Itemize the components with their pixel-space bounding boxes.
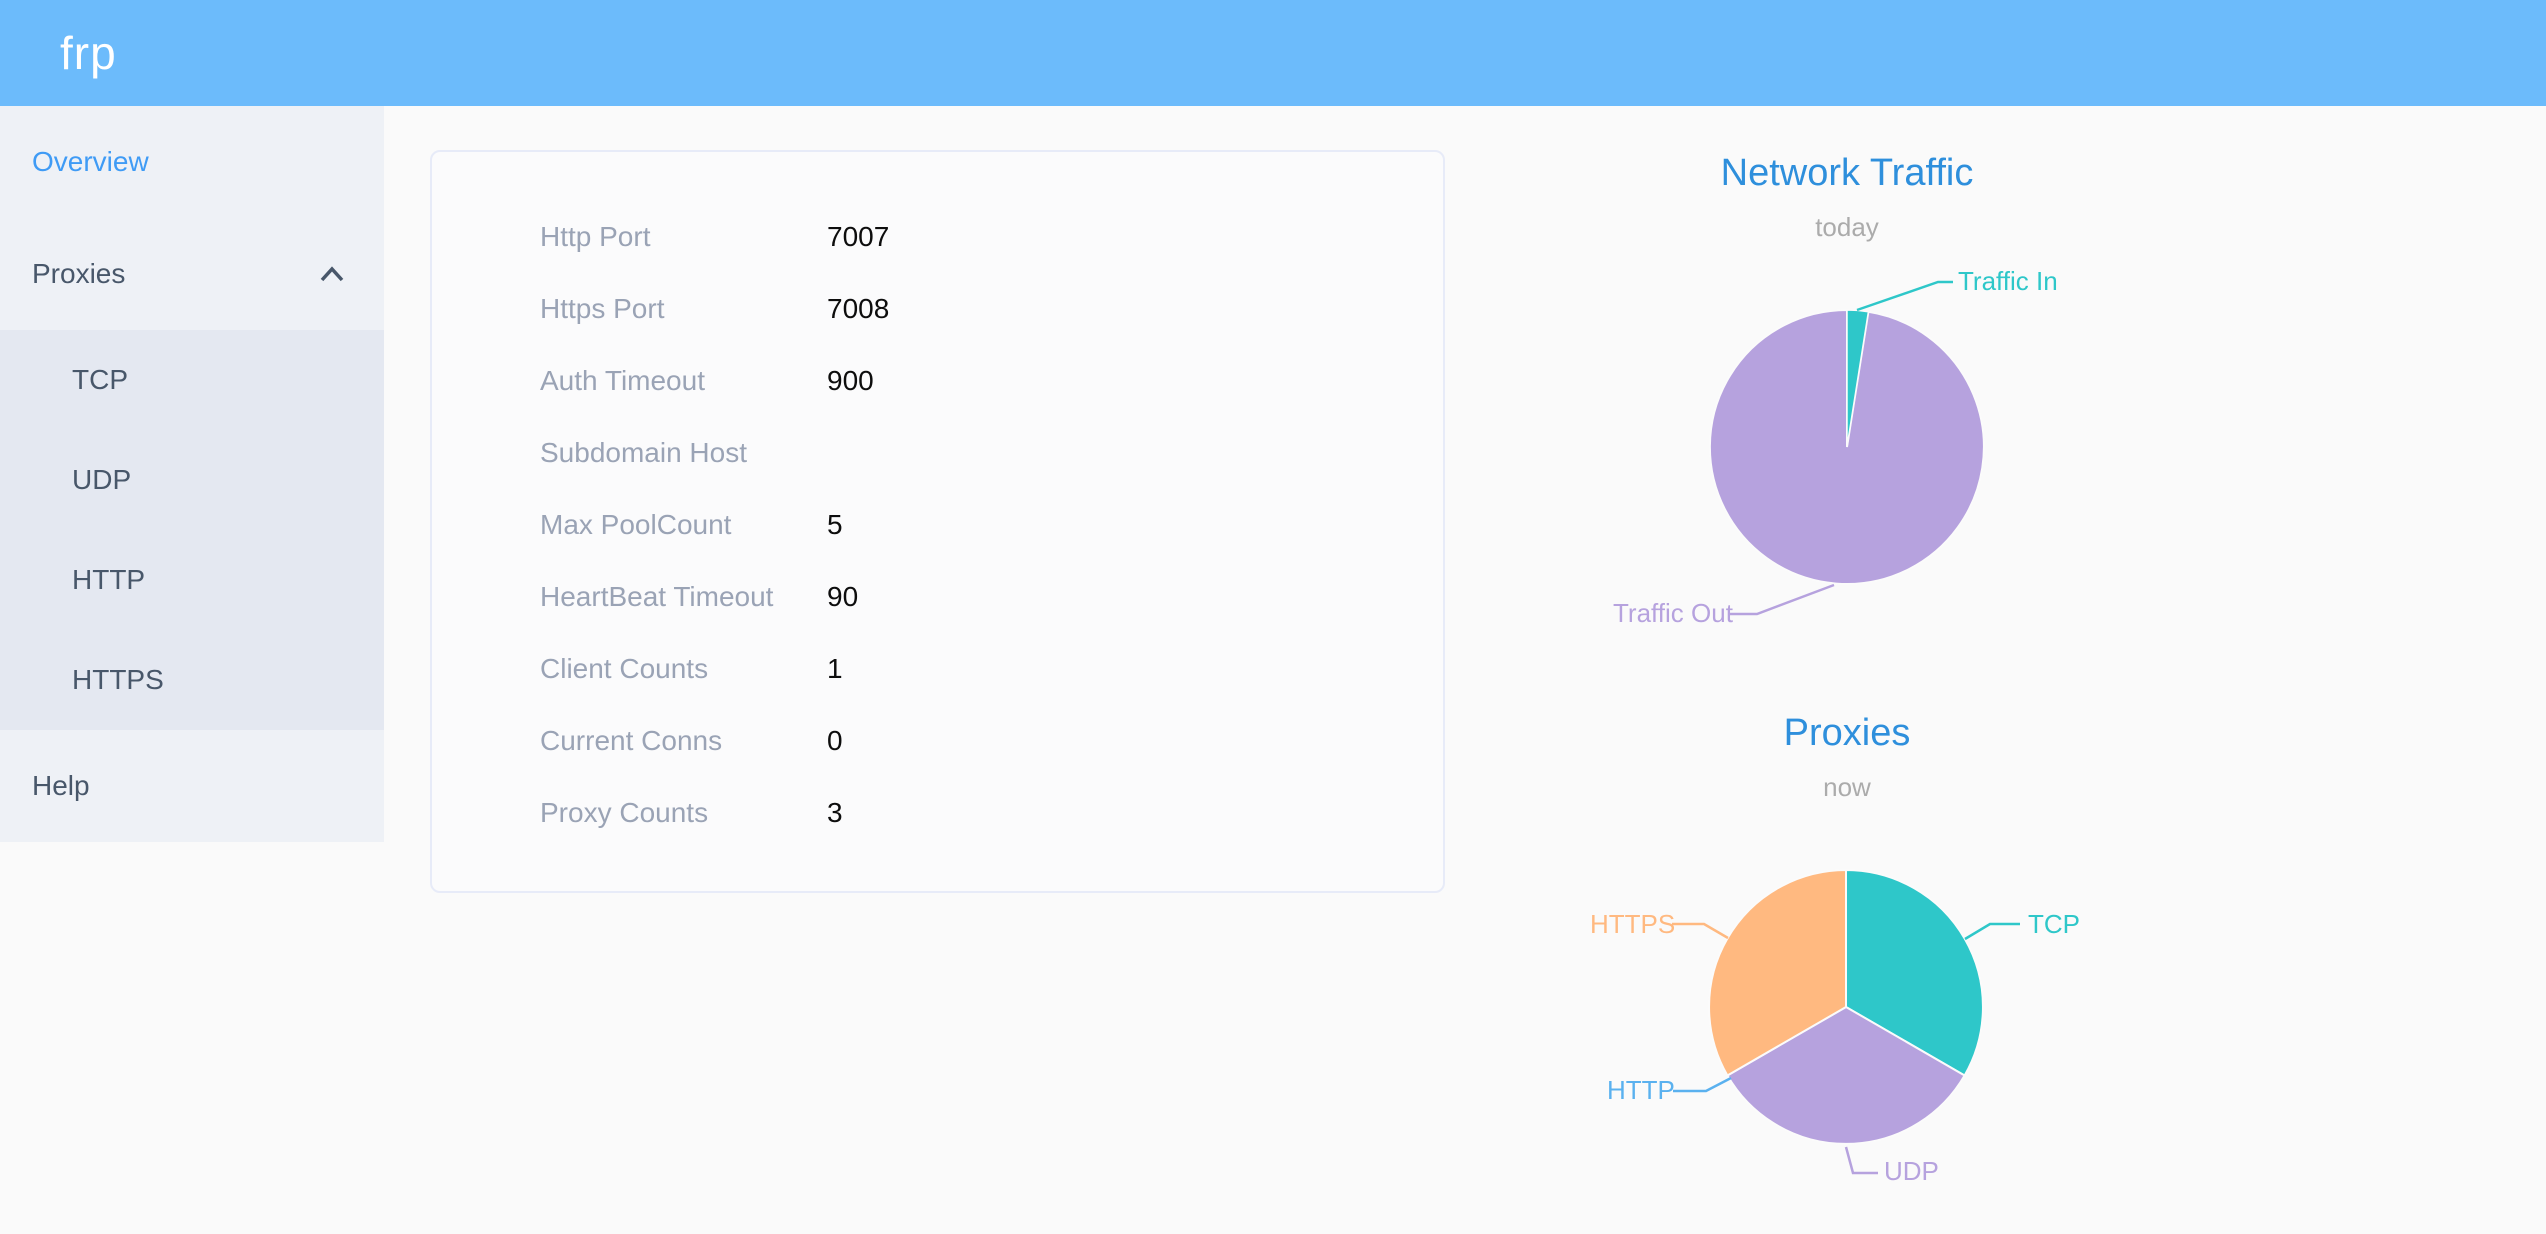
- chevron-up-icon: [320, 218, 344, 330]
- sidebar-item-http[interactable]: HTTP: [0, 530, 384, 630]
- sidebar-item-https-label: HTTPS: [72, 664, 164, 695]
- tcp-label: TCP: [2028, 909, 2080, 939]
- traffic-in-connector: [1856, 280, 1953, 312]
- sidebar-item-tcp-label: TCP: [72, 364, 128, 395]
- proxies-chart-title: Proxies: [1783, 712, 1911, 754]
- table-row: Client Counts 1: [432, 633, 1443, 705]
- row-value: 900: [827, 365, 874, 396]
- table-row: Proxy Counts 3: [432, 777, 1443, 849]
- tcp-connector: [1964, 922, 2020, 941]
- sidebar-item-overview[interactable]: Overview: [0, 106, 384, 218]
- table-row: Auth Timeout 900: [432, 345, 1443, 417]
- row-label: Proxy Counts: [540, 797, 709, 828]
- row-label: Client Counts: [540, 653, 709, 684]
- row-value: 90: [827, 581, 859, 612]
- row-value: 5: [827, 509, 843, 540]
- sidebar-item-udp[interactable]: UDP: [0, 430, 384, 530]
- udp-slice[interactable]: [1726, 1005, 1966, 1145]
- sidebar-item-overview-label: Overview: [32, 146, 149, 177]
- udp-label: UDP: [1884, 1156, 1939, 1186]
- server-info-rows: Http Port 7007 Https Port 7008 Auth Time…: [432, 201, 1443, 849]
- row-label: Current Conns: [540, 725, 723, 756]
- row-value: 0: [827, 725, 843, 756]
- sidebar-item-proxies-label: Proxies: [32, 258, 126, 289]
- table-row: Max PoolCount 5: [432, 489, 1443, 561]
- sidebar-item-proxies[interactable]: Proxies: [0, 218, 384, 330]
- proxies-submenu: TCP UDP HTTP HTTPS: [0, 330, 384, 730]
- row-label: Max PoolCount: [540, 509, 732, 540]
- traffic-in-label: Traffic In: [1958, 266, 2058, 296]
- table-row: Https Port 7008: [432, 273, 1443, 345]
- table-row: Subdomain Host: [432, 417, 1443, 489]
- sidebar: Overview Proxies TCP UDP HTTP HTTPS: [0, 106, 384, 842]
- table-row: Current Conns 0: [432, 705, 1443, 777]
- udp-connector: [1844, 1146, 1878, 1175]
- network-traffic-chart-title: Network Traffic: [1720, 152, 1974, 194]
- https-label: HTTPS: [1590, 909, 1676, 939]
- sidebar-item-https[interactable]: HTTPS: [0, 630, 384, 730]
- row-label: HeartBeat Timeout: [540, 581, 774, 612]
- sidebar-item-udp-label: UDP: [72, 464, 132, 495]
- proxies-chart-subtitle: now: [1823, 772, 1871, 802]
- https-connector: [1672, 922, 1729, 940]
- row-value: 1: [827, 653, 843, 684]
- traffic-out-connector: [1728, 583, 1835, 616]
- sidebar-item-tcp[interactable]: TCP: [0, 330, 384, 430]
- http-label: HTTP: [1607, 1075, 1675, 1105]
- traffic-out-label: Traffic Out: [1613, 598, 1733, 628]
- row-label: Subdomain Host: [540, 437, 748, 468]
- server-info-card: Http Port 7007 Https Port 7008 Auth Time…: [430, 150, 1445, 893]
- row-label: Https Port: [540, 293, 665, 324]
- sidebar-item-http-label: HTTP: [72, 564, 146, 595]
- sidebar-item-help[interactable]: Help: [0, 730, 384, 842]
- network-traffic-chart-subtitle: today: [1815, 212, 1879, 242]
- row-value: 7008: [827, 293, 890, 324]
- table-row: HeartBeat Timeout 90: [432, 561, 1443, 633]
- sidebar-item-help-label: Help: [32, 770, 90, 801]
- row-value: 7007: [827, 221, 890, 252]
- table-row: Http Port 7007: [432, 201, 1443, 273]
- app-logo: frp: [60, 27, 117, 79]
- row-value: 3: [827, 797, 843, 828]
- row-label: Auth Timeout: [540, 365, 705, 396]
- http-connector: [1673, 1076, 1732, 1093]
- row-label: Http Port: [540, 221, 651, 252]
- header-bar: frp: [0, 0, 2546, 106]
